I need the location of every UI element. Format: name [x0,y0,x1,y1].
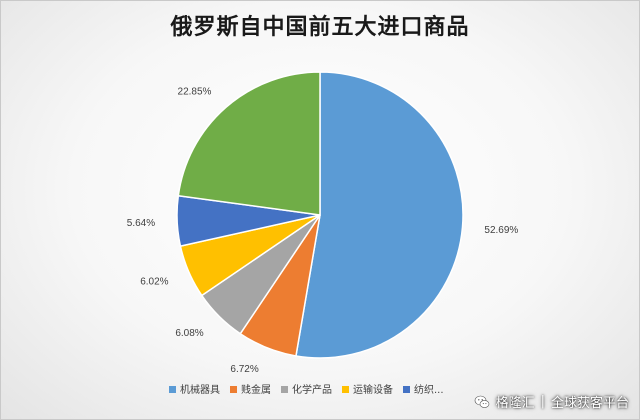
legend-entry-4: 运输设备 [353,383,393,396]
data-label-1: 52.69% [484,225,518,236]
legend-entry-3: 化学产品 [292,383,332,396]
data-label-6: 22.85% [178,87,212,98]
watermark-brand: 格隆汇 [495,396,535,411]
watermark-separator: | [540,394,545,409]
legend-swatch-4 [342,386,349,393]
data-label-5: 5.64% [127,218,155,229]
legend-swatch-5 [403,386,410,393]
legend-swatch-2 [230,386,237,393]
data-label-2: 6.72% [230,364,258,375]
pie-slices [176,71,464,359]
pie-data-labels: 52.69% 6.72% 6.08% 6.02% 5.64% 22.85% [127,87,519,376]
wechat-icon [474,395,489,408]
chart-title: 俄罗斯自中国前五大进口商品 [170,14,470,40]
watermark: 格隆汇 | 全球获客平台 [474,392,629,411]
pie-slice-1 [295,71,464,359]
data-label-3: 6.08% [175,328,203,339]
legend-swatch-1 [169,386,176,393]
legend-entry-2: 贱金属 [241,383,271,396]
legend-swatch-3 [281,386,288,393]
data-label-4: 6.02% [140,277,168,288]
chart-legend: 机械器具 贱金属 化学产品 运输设备 纺织... [169,383,444,396]
watermark-slogan: 全球获客平台 [550,396,629,411]
legend-entry-5: 纺织... [414,383,444,396]
pie-slice-6 [177,71,321,216]
legend-entry-1: 机械器具 [180,383,220,396]
